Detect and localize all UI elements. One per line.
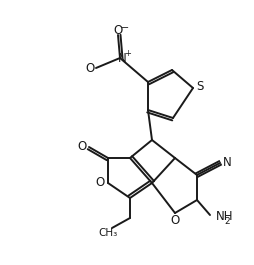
Text: NH: NH xyxy=(216,210,233,223)
Text: O: O xyxy=(85,61,95,74)
Text: 2: 2 xyxy=(224,217,230,226)
Text: O: O xyxy=(113,24,123,37)
Text: N: N xyxy=(118,51,126,64)
Text: O: O xyxy=(95,176,105,189)
Text: CH₃: CH₃ xyxy=(98,228,118,238)
Text: N: N xyxy=(223,156,231,169)
Text: S: S xyxy=(196,80,204,92)
Text: O: O xyxy=(170,214,180,227)
Text: O: O xyxy=(77,139,87,152)
Text: +: + xyxy=(124,48,131,58)
Text: −: − xyxy=(121,23,129,33)
